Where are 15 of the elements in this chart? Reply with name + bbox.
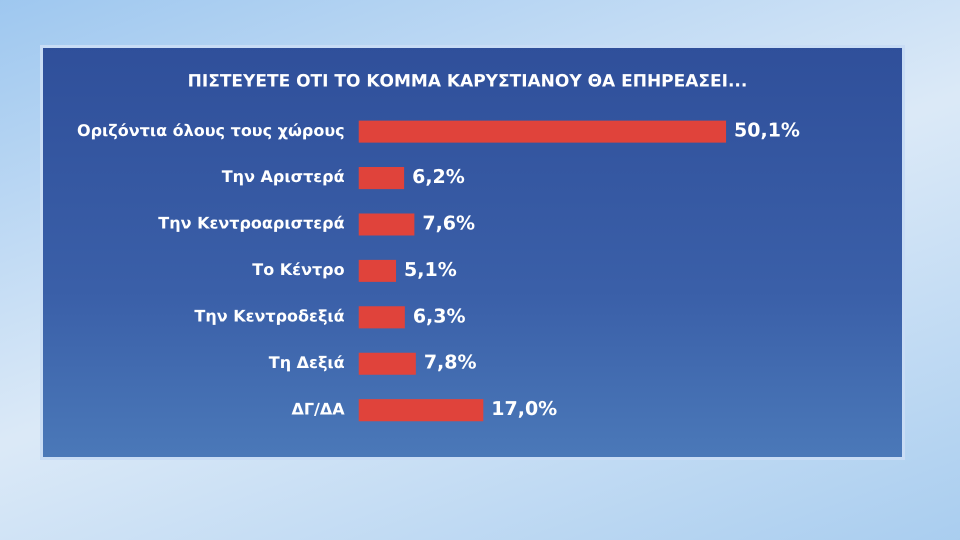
chart-title: ΠΙΣΤΕΥΕΤΕ ΟΤΙ ΤΟ ΚΟΜΜΑ ΚΑΡΥΣΤΙΑΝΟΥ ΘΑ ΕΠΗΡΕΑΣΕΙ... — [188, 72, 748, 92]
y-tick-label: Την Κεντροαριστερά — [158, 214, 345, 233]
y-tick-label: Το Κέντρο — [252, 260, 345, 280]
data-label: 50,1% — [734, 120, 800, 142]
data-label: 7,6% — [422, 212, 476, 234]
data-label: 17,0% — [491, 398, 558, 420]
y-tick-label: Οριζόντια όλους τους χώρους — [76, 120, 345, 140]
y-tick-label: Την Αριστερά — [222, 167, 345, 186]
data-label: 7,8% — [424, 352, 477, 374]
data-label: 5,1% — [404, 258, 457, 281]
y-tick-label: Τη Δεξιά — [268, 352, 345, 372]
data-label: 6,3% — [412, 305, 466, 328]
y-tick-label: Την Κεντροδεξιά — [194, 306, 345, 326]
data-label: 6,2% — [412, 166, 465, 188]
y-tick-label: ΔΓ/ΔΑ — [291, 399, 346, 418]
